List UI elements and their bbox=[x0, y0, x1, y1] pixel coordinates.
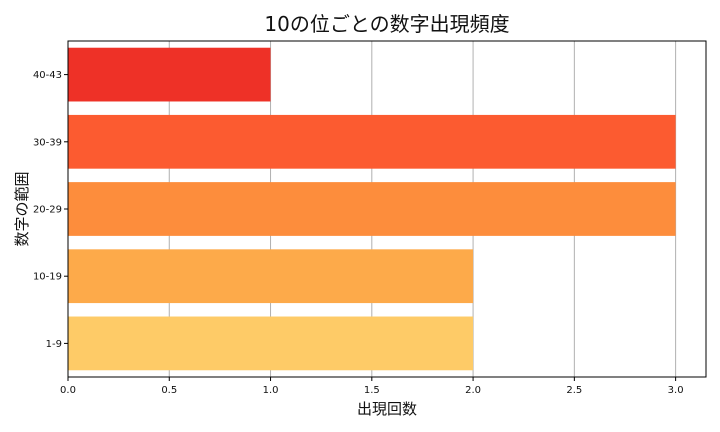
x-tick-label: 2.0 bbox=[465, 385, 481, 396]
x-tick-label: 3.0 bbox=[668, 385, 684, 396]
x-ticks: 0.0 0.5 1.0 1.5 2.0 2.5 3.0 bbox=[60, 377, 684, 396]
bar-1-9 bbox=[68, 316, 474, 371]
y-tick-label: 20-29 bbox=[33, 205, 62, 216]
x-tick-label: 1.0 bbox=[263, 385, 279, 396]
x-axis-label: 出現回数 bbox=[357, 400, 417, 418]
y-tick-label: 40-43 bbox=[33, 70, 62, 81]
y-ticks: 1-9 10-19 20-29 30-39 40-43 bbox=[33, 70, 68, 350]
y-tick-label: 30-39 bbox=[33, 137, 62, 148]
bars bbox=[68, 47, 676, 371]
x-tick-label: 1.5 bbox=[364, 385, 380, 396]
x-tick-label: 0.0 bbox=[60, 385, 76, 396]
x-tick-label: 2.5 bbox=[566, 385, 582, 396]
bar-20-29 bbox=[68, 182, 676, 236]
x-tick-label: 0.5 bbox=[161, 385, 177, 396]
y-tick-label: 10-19 bbox=[33, 272, 62, 283]
bar-40-43 bbox=[68, 47, 271, 102]
bar-30-39 bbox=[68, 114, 676, 169]
y-axis-label: 数字の範囲 bbox=[13, 171, 31, 246]
y-tick-label: 1-9 bbox=[46, 339, 62, 350]
chart-title: 10の位ごとの数字出現頻度 bbox=[264, 12, 509, 36]
bar-10-19 bbox=[68, 249, 474, 304]
